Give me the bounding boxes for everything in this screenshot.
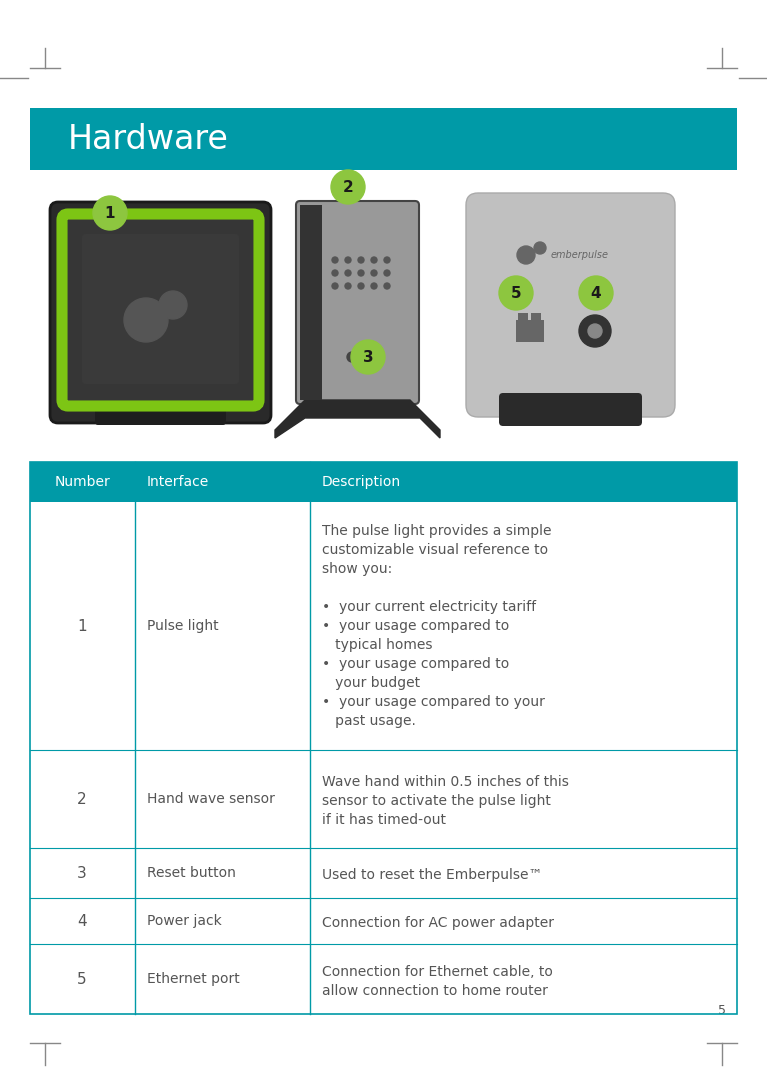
Circle shape — [499, 276, 533, 310]
FancyBboxPatch shape — [62, 214, 259, 406]
Circle shape — [534, 242, 546, 254]
Text: show you:: show you: — [322, 562, 392, 576]
Circle shape — [384, 257, 390, 263]
Text: 2: 2 — [77, 791, 87, 806]
Circle shape — [332, 283, 338, 289]
Text: 5: 5 — [77, 971, 87, 986]
Circle shape — [347, 352, 357, 362]
Text: Description: Description — [322, 475, 401, 489]
Bar — [518, 313, 528, 323]
FancyBboxPatch shape — [50, 202, 271, 423]
Circle shape — [371, 283, 377, 289]
Circle shape — [358, 269, 364, 276]
Bar — [30, 944, 737, 1014]
Text: The pulse light provides a simple: The pulse light provides a simple — [322, 524, 551, 538]
Text: 4: 4 — [77, 913, 87, 928]
Circle shape — [332, 269, 338, 276]
Bar — [300, 205, 322, 400]
Text: 5: 5 — [718, 1004, 726, 1017]
Text: 3: 3 — [363, 349, 374, 364]
Text: Hardware: Hardware — [68, 122, 229, 156]
Bar — [30, 461, 737, 1014]
Circle shape — [351, 340, 385, 374]
Circle shape — [579, 315, 611, 347]
Bar — [30, 502, 737, 750]
Text: Pulse light: Pulse light — [147, 619, 219, 633]
Text: •  your usage compared to: • your usage compared to — [322, 619, 509, 633]
Text: •  your usage compared to: • your usage compared to — [322, 657, 509, 671]
Text: Wave hand within 0.5 inches of this: Wave hand within 0.5 inches of this — [322, 776, 569, 790]
Text: Connection for Ethernet cable, to: Connection for Ethernet cable, to — [322, 966, 553, 979]
Circle shape — [331, 170, 365, 204]
Bar — [30, 108, 737, 170]
Bar — [30, 461, 737, 502]
Text: Number: Number — [54, 475, 110, 489]
Circle shape — [345, 269, 351, 276]
Circle shape — [371, 269, 377, 276]
Circle shape — [345, 257, 351, 263]
Circle shape — [517, 245, 535, 264]
Text: sensor to activate the pulse light: sensor to activate the pulse light — [322, 794, 551, 808]
Circle shape — [93, 196, 127, 230]
Text: 1: 1 — [77, 619, 87, 634]
Circle shape — [332, 257, 338, 263]
Text: your budget: your budget — [322, 676, 420, 690]
Text: 5: 5 — [511, 286, 522, 300]
Text: if it has timed-out: if it has timed-out — [322, 814, 446, 827]
Text: typical homes: typical homes — [322, 638, 433, 652]
Bar — [30, 848, 737, 898]
Text: Ethernet port: Ethernet port — [147, 972, 240, 986]
Text: Hand wave sensor: Hand wave sensor — [147, 792, 275, 806]
Bar — [30, 750, 737, 848]
Text: 4: 4 — [591, 286, 601, 300]
Text: •  your usage compared to your: • your usage compared to your — [322, 695, 545, 709]
Text: allow connection to home router: allow connection to home router — [322, 984, 548, 998]
Circle shape — [159, 291, 187, 319]
Circle shape — [384, 283, 390, 289]
Circle shape — [579, 276, 613, 310]
Circle shape — [358, 283, 364, 289]
Text: 2: 2 — [343, 180, 354, 194]
Text: Power jack: Power jack — [147, 914, 222, 928]
Text: •  your current electricity tariff: • your current electricity tariff — [322, 600, 536, 614]
Text: 3: 3 — [77, 865, 87, 880]
Text: Connection for AC power adapter: Connection for AC power adapter — [322, 916, 554, 931]
Text: Used to reset the Emberpulse™: Used to reset the Emberpulse™ — [322, 868, 542, 883]
Circle shape — [588, 324, 602, 338]
FancyBboxPatch shape — [466, 193, 675, 417]
Polygon shape — [275, 400, 440, 437]
Circle shape — [384, 269, 390, 276]
Circle shape — [371, 257, 377, 263]
Text: 1: 1 — [105, 205, 115, 220]
Text: Interface: Interface — [147, 475, 209, 489]
Text: past usage.: past usage. — [322, 714, 416, 728]
FancyBboxPatch shape — [296, 201, 419, 404]
Text: emberpulse: emberpulse — [551, 250, 609, 260]
FancyBboxPatch shape — [95, 397, 226, 425]
Text: Reset button: Reset button — [147, 866, 236, 880]
Circle shape — [345, 283, 351, 289]
Circle shape — [358, 257, 364, 263]
Circle shape — [124, 298, 168, 341]
FancyBboxPatch shape — [82, 233, 239, 384]
Bar — [531, 313, 541, 323]
Text: customizable visual reference to: customizable visual reference to — [322, 543, 548, 558]
FancyBboxPatch shape — [499, 393, 642, 425]
Bar — [516, 320, 544, 341]
Bar — [30, 898, 737, 944]
